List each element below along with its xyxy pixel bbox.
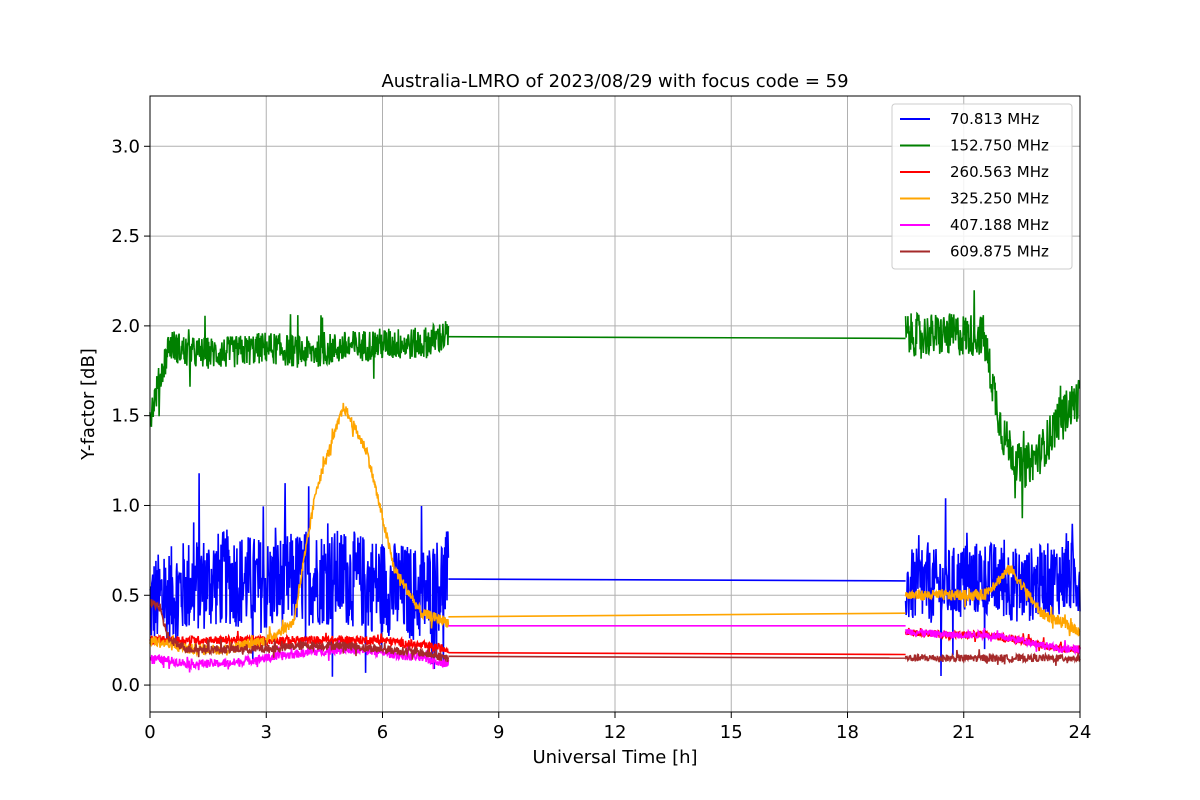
series-line-0-segment-2 xyxy=(904,498,1081,677)
legend-label: 325.250 MHz xyxy=(950,190,1049,208)
legend-label: 152.750 MHz xyxy=(950,137,1049,155)
x-tick-label: 18 xyxy=(836,722,859,743)
series-line-0-segment-1 xyxy=(448,578,906,582)
series-line-4-segment-2 xyxy=(904,627,1081,656)
legend-box xyxy=(891,103,1073,270)
x-axis-label: Universal Time [h] xyxy=(532,747,697,768)
series-line-3-segment-2 xyxy=(904,564,1081,637)
chart-title: Australia-LMRO of 2023/08/29 with focus … xyxy=(381,71,848,92)
x-tick-label: 15 xyxy=(720,722,743,743)
series-line-5-segment-2 xyxy=(904,649,1081,666)
legend-label: 260.563 MHz xyxy=(950,163,1049,181)
series-line-5-segment-0 xyxy=(149,598,450,663)
y-tick-label: 1.0 xyxy=(111,495,140,516)
x-tick-label: 6 xyxy=(377,722,388,743)
series-4 xyxy=(149,625,1081,673)
y-tick-label: 0.0 xyxy=(111,675,140,696)
series-1 xyxy=(149,290,1081,519)
x-tick-label: 9 xyxy=(493,722,504,743)
legend-label: 407.188 MHz xyxy=(950,216,1049,234)
series-line-0-segment-0 xyxy=(149,473,450,677)
legend-label: 609.875 MHz xyxy=(950,243,1049,261)
series-line-3-segment-0 xyxy=(149,402,450,658)
x-tick-label: 21 xyxy=(952,722,975,743)
series-line-1-segment-1 xyxy=(448,335,906,340)
y-tick-label: 1.5 xyxy=(111,406,140,427)
y-tick-label: 0.5 xyxy=(111,585,140,606)
series-line-5-segment-1 xyxy=(448,655,906,659)
x-tick-label: 0 xyxy=(144,722,155,743)
series-line-2-segment-1 xyxy=(448,651,906,656)
y-axis-label: Y-factor [dB] xyxy=(78,348,99,461)
series-0 xyxy=(149,473,1081,677)
y-tick-label: 2.5 xyxy=(111,226,140,247)
series-line-1-segment-2 xyxy=(904,290,1081,519)
y-tick-label: 3.0 xyxy=(111,136,140,157)
legend-label: 70.813 MHz xyxy=(950,110,1039,128)
series-3 xyxy=(149,402,1081,658)
x-tick-label: 3 xyxy=(261,722,272,743)
axis-ticks: 0 3 6 9 12 15 18 21 24 0.0 0.5 1.0 1.5 2.0 2.5 3.0 xyxy=(111,136,1091,743)
y-tick-label: 2.0 xyxy=(111,316,140,337)
x-tick-label: 24 xyxy=(1069,722,1092,743)
series-line-3-segment-1 xyxy=(448,612,906,618)
x-tick-label: 12 xyxy=(604,722,627,743)
series-line-4-segment-0 xyxy=(149,640,450,673)
legend: 70.813 MHz 152.750 MHz 260.563 MHz 325.250 … xyxy=(891,103,1073,270)
series-layer xyxy=(149,290,1081,677)
series-5 xyxy=(149,598,1081,666)
series-line-1-segment-0 xyxy=(149,314,450,427)
